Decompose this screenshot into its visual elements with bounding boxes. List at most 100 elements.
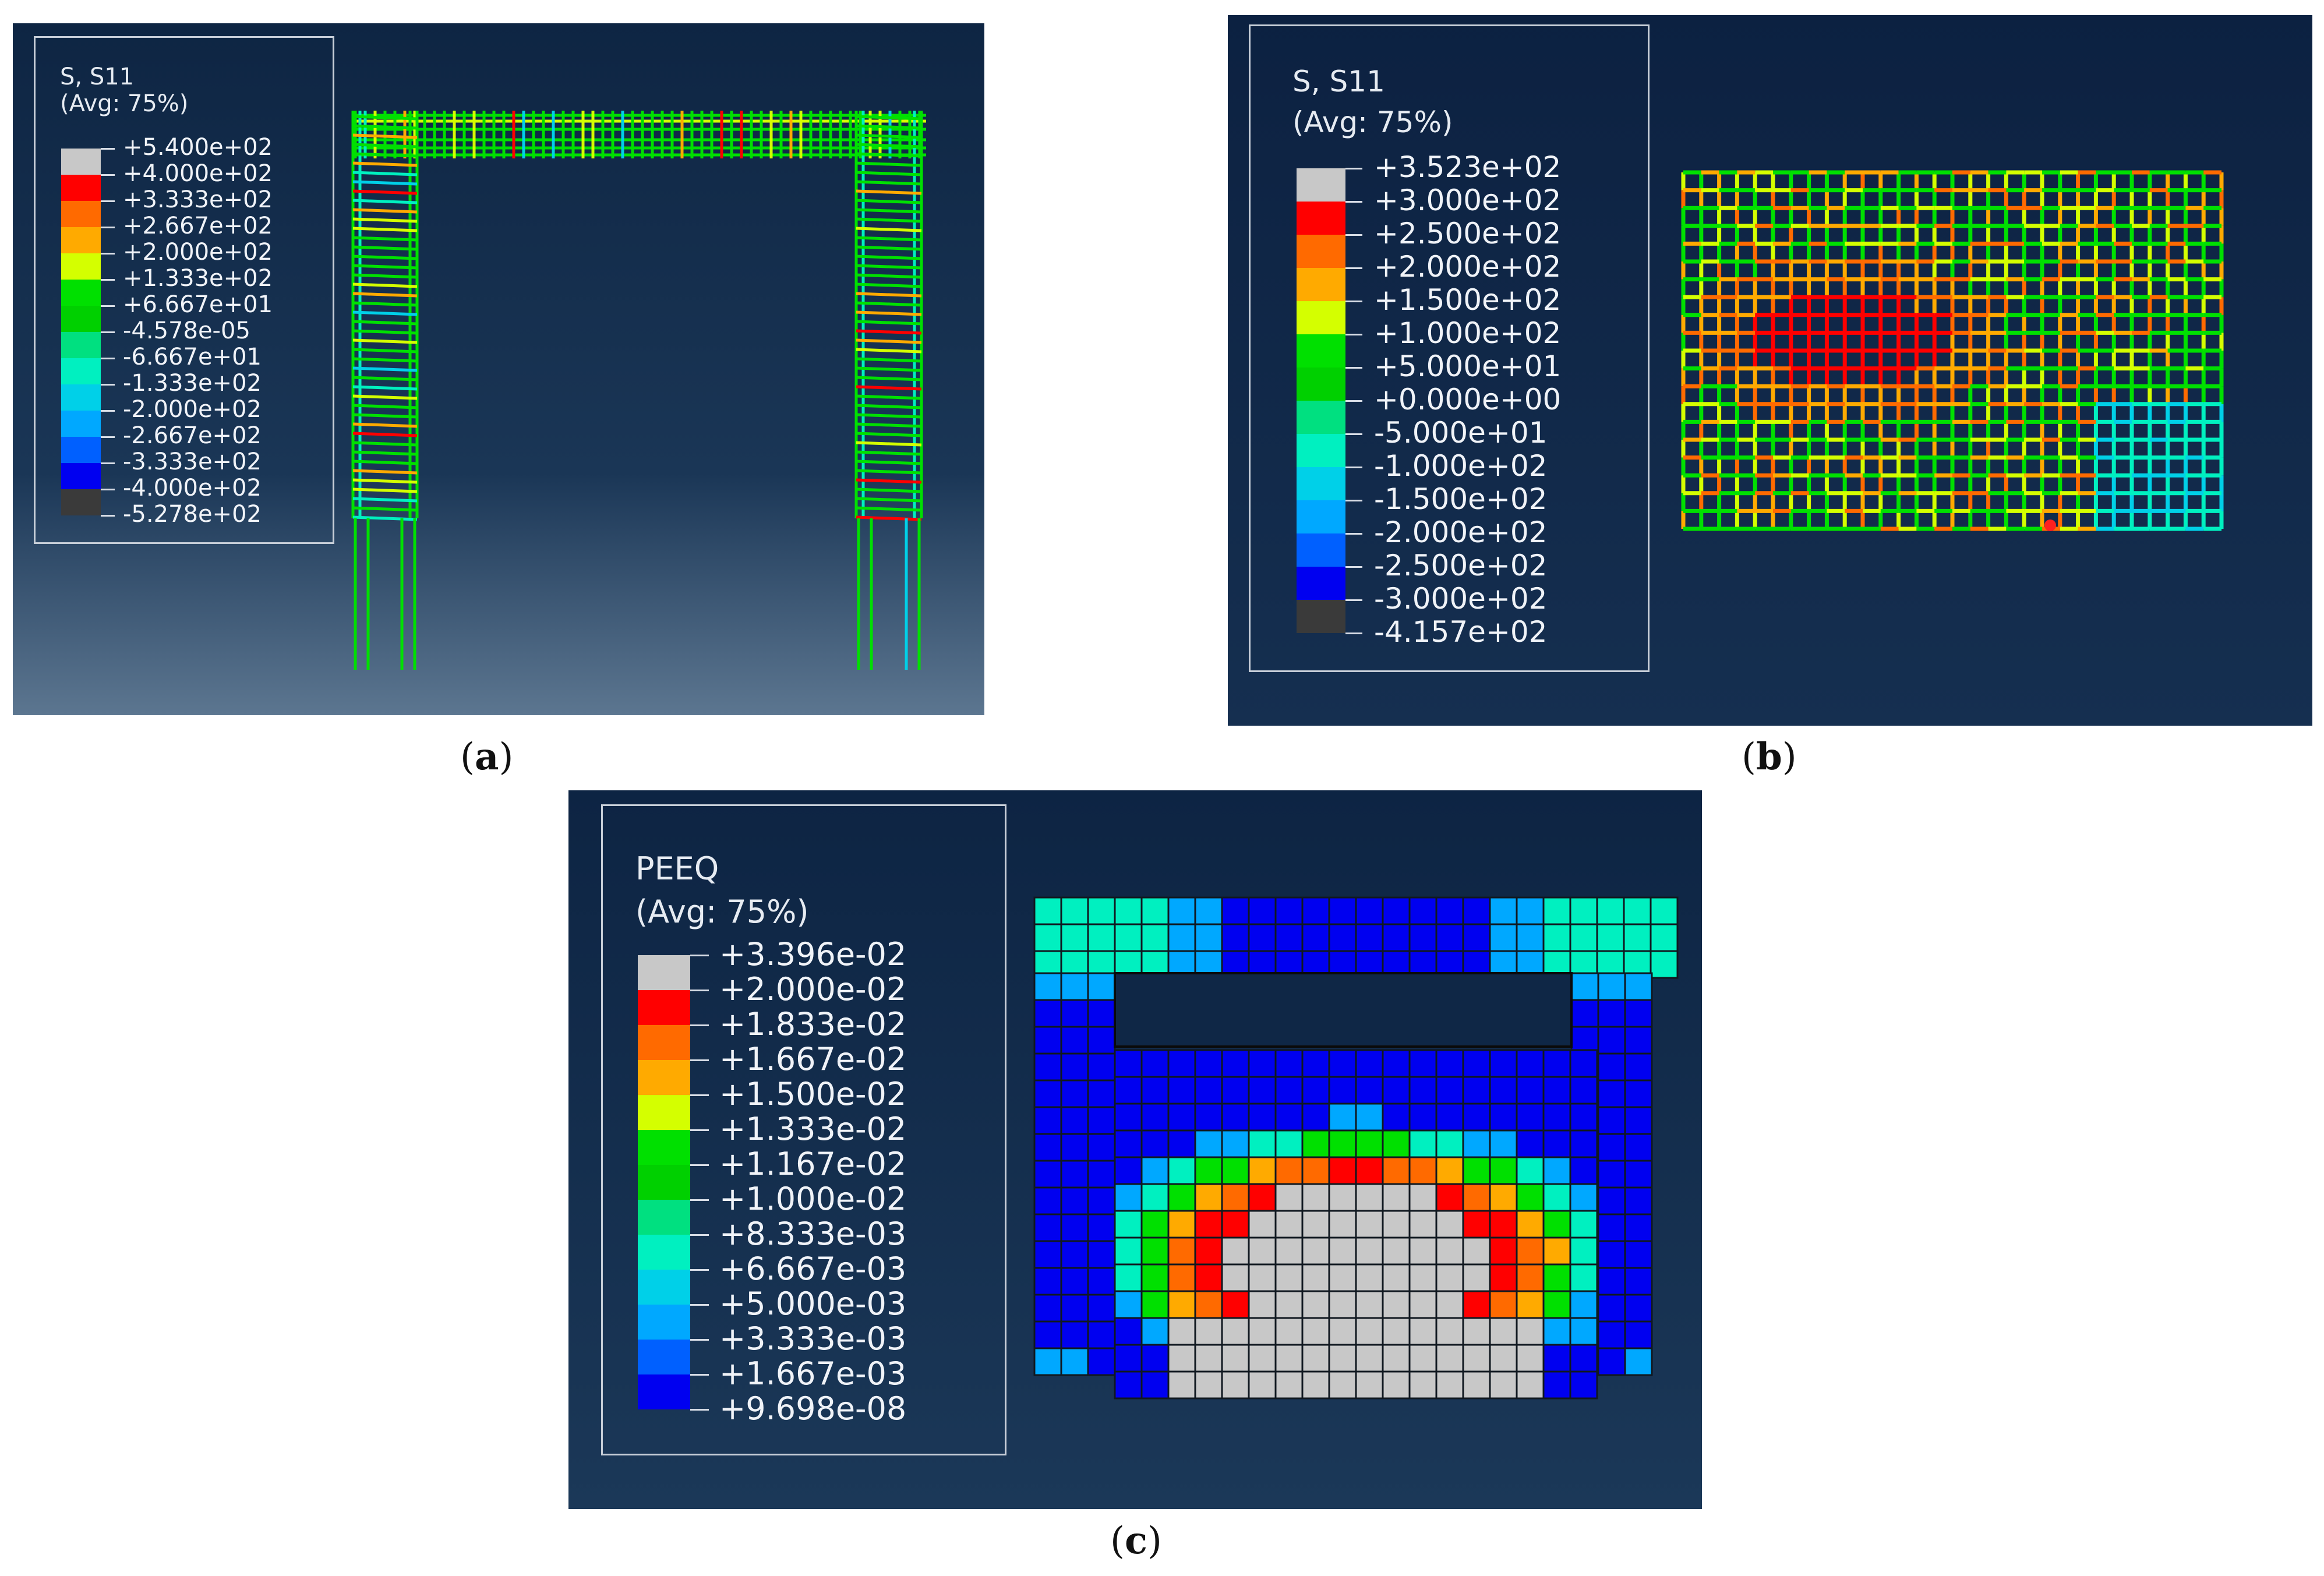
stirrup [352,320,418,326]
stirrup [352,171,418,176]
legend-swatch [638,1095,690,1130]
mesh-element [1382,1210,1411,1239]
stirrup [352,394,418,400]
viewport-panel-b[interactable]: S, S11 (Avg: 75%) +3.523e+02 +3.000e+02 +2… [1228,15,2312,726]
mesh-element [1274,1210,1304,1239]
legend-value: +1.000e-02 [719,1180,907,1217]
stirrup [352,348,418,354]
stirrup [352,506,418,512]
mesh-element [1248,1183,1277,1212]
legend-tick [1345,267,1363,269]
rebar-mesh-model[interactable] [1228,15,2312,726]
concrete-wall-model[interactable] [568,790,1702,1509]
mesh-element [1140,1263,1170,1292]
legend-value: -5.000e+01 [1374,416,1548,450]
stirrup [856,394,922,400]
legend-tick [1345,433,1363,435]
mesh-element [1167,923,1196,952]
mesh-element [1355,1317,1384,1346]
stirrup [856,441,922,447]
legend-box: PEEQ (Avg: 75%) +3.396e-02 +2.000e-02 +1.8… [601,804,1006,1455]
mesh-element [1489,1317,1518,1346]
stirrup [352,310,418,316]
mesh-element [1382,1183,1411,1212]
mesh-element [1274,1317,1304,1346]
mesh-element [1274,1129,1304,1158]
legend-swatch [61,384,101,411]
mesh-element [1542,1317,1571,1346]
mesh-element [1408,1236,1438,1266]
mesh-element [1597,1133,1626,1162]
mesh-element [1597,1079,1626,1108]
mesh-element [1221,1210,1250,1239]
mesh-element [1274,1370,1304,1400]
mesh-element [1060,923,1089,952]
legend-value: +4.000e+02 [123,160,273,188]
stirrup [856,189,922,195]
mesh-element [1060,1186,1089,1215]
mesh-element [1650,896,1679,925]
mesh-element [1140,1076,1170,1105]
mesh-element [1301,1370,1330,1400]
mesh-element [1033,1052,1062,1082]
viewport-panel-c[interactable]: PEEQ (Avg: 75%) +3.396e-02 +2.000e-02 +1.8… [568,790,1702,1509]
mesh-element [1328,1236,1357,1266]
legend-tick [690,1304,709,1306]
stirrup [856,199,922,204]
legend-tick [690,1094,709,1096]
mesh-element [1624,1052,1653,1082]
stirrup [352,338,418,344]
mesh-element [1060,1026,1089,1055]
stirrup [352,292,418,298]
mesh-element [1167,1156,1196,1185]
mesh-element [1597,1160,1626,1189]
legend-value: +1.667e-03 [719,1355,907,1392]
mesh-element [1301,1210,1330,1239]
legend-value: +5.000e-03 [719,1285,907,1322]
rebar-frame-model[interactable] [13,23,984,715]
stirrup [856,357,922,363]
mesh-element [1435,1290,1464,1319]
mesh-element [1408,1317,1438,1346]
mesh-element [1624,1026,1653,1055]
legend-tick [690,990,709,991]
mesh-element [1462,896,1491,925]
mesh-element [1274,896,1304,925]
mesh-element [1542,1370,1571,1400]
legend-value: -2.500e+02 [1374,549,1548,582]
legend-swatch [1297,567,1345,600]
mesh-element [1060,1052,1089,1082]
stirrup [856,422,922,428]
stirrup [352,366,418,372]
mesh-element [1167,1236,1196,1266]
mesh-element [1248,896,1277,925]
mesh-element [1408,1183,1438,1212]
mesh-element [1167,1129,1196,1158]
mesh-element [1597,1320,1626,1349]
mesh-element [1382,1263,1411,1292]
viewport-panel-a[interactable]: S, S11 (Avg: 75%) +5.400e+02 +4.000e+02 +3… [13,23,984,715]
mesh-element [1248,1049,1277,1078]
mesh-element [1248,1210,1277,1239]
mesh-element [1516,1236,1545,1266]
legend-averaging: (Avg: 75%) [635,893,809,930]
legend-value: +1.833e-02 [719,1005,907,1043]
mesh-element [1462,1076,1491,1105]
mesh-element [1194,1290,1223,1319]
stirrup [856,245,922,251]
mesh-element [1624,1186,1653,1215]
stirrup [352,282,418,288]
mesh-element [1597,999,1626,1028]
stirrup [352,478,418,484]
mesh-element [1382,1344,1411,1373]
legend-tick [101,279,115,281]
mesh-element [1542,1210,1571,1239]
mesh-element [1516,1156,1545,1185]
mesh-element [1328,1103,1357,1132]
mesh-element [1248,1156,1277,1185]
legend-value: +3.396e-02 [719,935,907,973]
legend-tick [690,1059,709,1061]
legend-swatch [61,332,101,358]
legend-tick [1345,566,1363,568]
mesh-element [1221,1290,1250,1319]
